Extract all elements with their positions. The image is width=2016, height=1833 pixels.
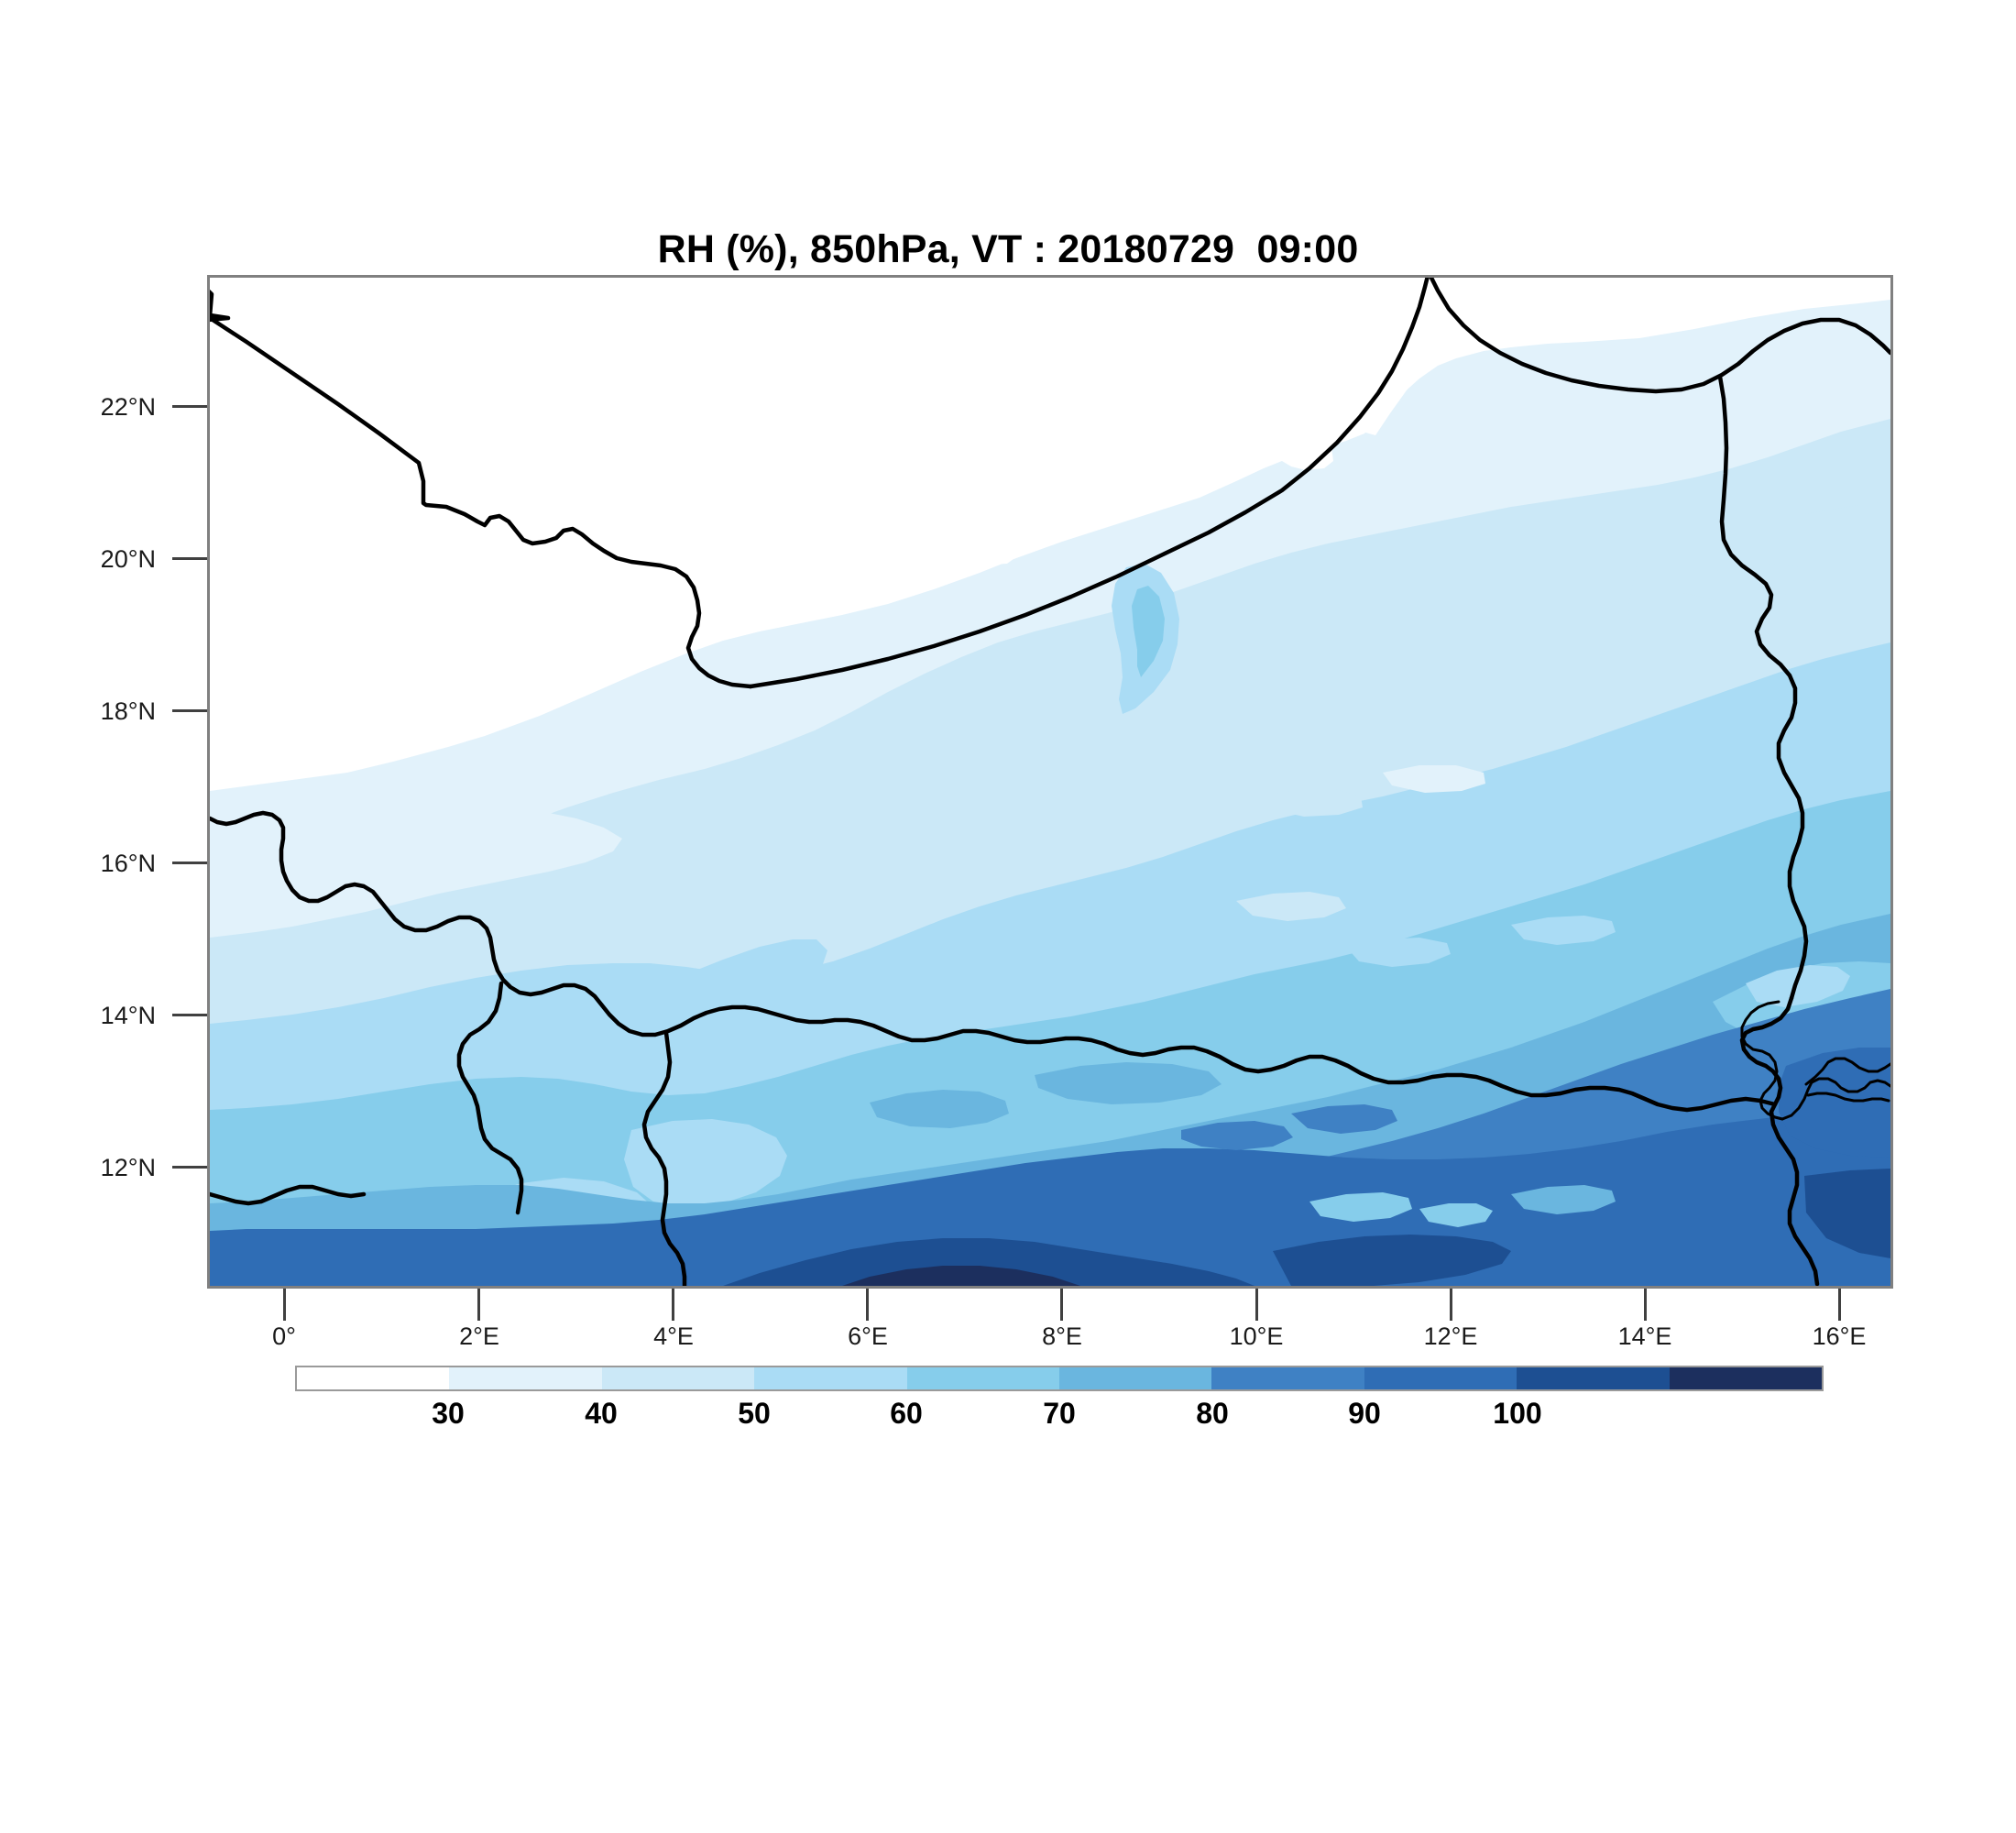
x-tickmark-10e — [1255, 1286, 1258, 1321]
x-tickmark-0 — [283, 1286, 286, 1321]
x-tick-label-14e: 14°E — [1617, 1323, 1672, 1350]
map-plot-area[interactable] — [207, 275, 1893, 1289]
colorbar-tick-50: 50 — [738, 1397, 771, 1430]
y-tickmark-18n — [172, 709, 207, 712]
x-tick-label-10e: 10°E — [1229, 1323, 1284, 1350]
y-tickmark-14n — [172, 1014, 207, 1016]
colorbar-band-4[interactable] — [906, 1367, 1059, 1389]
x-tick-label-2e: 2°E — [459, 1323, 499, 1350]
y-tick-label-22n: 22°N — [100, 393, 156, 421]
y-tickmark-12n — [172, 1166, 207, 1169]
x-tickmark-6e — [866, 1286, 869, 1321]
y-tick-label-16n: 16°N — [100, 850, 156, 877]
x-tickmark-8e — [1060, 1286, 1063, 1321]
y-tick-label-12n: 12°N — [100, 1154, 156, 1181]
colorbar[interactable] — [295, 1366, 1824, 1391]
colorbar-tick-80: 80 — [1196, 1397, 1229, 1430]
x-tickmark-16e — [1838, 1286, 1841, 1321]
x-tick-label-4e: 4°E — [653, 1323, 694, 1350]
colorbar-tick-60: 60 — [890, 1397, 923, 1430]
colorbar-tick-100: 100 — [1493, 1397, 1542, 1430]
rh-contour-field — [210, 278, 1890, 1286]
colorbar-band-5[interactable] — [1058, 1367, 1212, 1389]
x-tick-label-16e: 16°E — [1812, 1323, 1867, 1350]
x-tick-label-6e: 6°E — [848, 1323, 888, 1350]
x-tick-label-0: 0° — [272, 1323, 296, 1350]
x-tickmark-14e — [1644, 1286, 1647, 1321]
colorbar-band-0[interactable] — [297, 1367, 450, 1389]
page-title: RH (%), 850hPa, VT : 20180729 09:00 — [657, 227, 1359, 271]
colorbar-tick-90: 90 — [1348, 1397, 1381, 1430]
colorbar-band-8[interactable] — [1517, 1367, 1670, 1389]
colorbar-tick-70: 70 — [1043, 1397, 1076, 1430]
x-tickmark-4e — [672, 1286, 674, 1321]
y-tickmark-16n — [172, 862, 207, 864]
colorbar-band-9[interactable] — [1669, 1367, 1822, 1389]
colorbar-tick-40: 40 — [585, 1397, 618, 1430]
y-tickmark-22n — [172, 405, 207, 408]
y-tick-label-14n: 14°N — [100, 1002, 156, 1029]
y-tickmark-20n — [172, 557, 207, 560]
colorbar-band-3[interactable] — [754, 1367, 907, 1389]
colorbar-band-1[interactable] — [449, 1367, 602, 1389]
colorbar-band-7[interactable] — [1364, 1367, 1517, 1389]
x-tick-label-8e: 8°E — [1042, 1323, 1082, 1350]
y-tick-label-20n: 20°N — [100, 545, 156, 573]
colorbar-tick-30: 30 — [432, 1397, 465, 1430]
x-tickmark-2e — [477, 1286, 480, 1321]
colorbar-band-2[interactable] — [601, 1367, 755, 1389]
x-tick-label-12e: 12°E — [1423, 1323, 1478, 1350]
x-tickmark-12e — [1450, 1286, 1452, 1321]
colorbar-band-6[interactable] — [1211, 1367, 1364, 1389]
y-tick-label-18n: 18°N — [100, 697, 156, 725]
